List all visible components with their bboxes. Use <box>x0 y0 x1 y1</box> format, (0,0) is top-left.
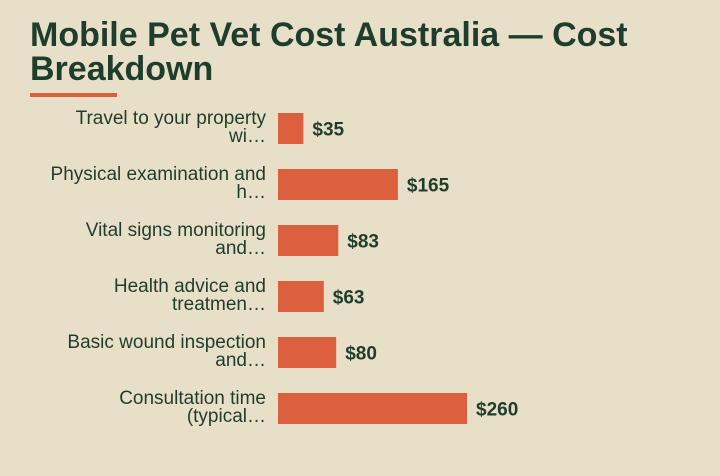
data-label: $165 <box>407 176 450 197</box>
bar <box>278 169 398 200</box>
chart-title: Mobile Pet Vet Cost Australia — Cost Bre… <box>30 16 628 88</box>
category-label: Basic wound inspection <box>67 332 266 353</box>
category-label: Health advice and <box>114 276 266 297</box>
category-label: wi… <box>228 126 266 147</box>
category-label: Vital signs monitoring <box>86 220 266 241</box>
category-label: treatmen… <box>172 294 266 315</box>
category-label: and… <box>215 350 266 371</box>
title-underline <box>30 93 117 97</box>
category-label: Physical examination and <box>51 164 266 185</box>
data-label: $260 <box>476 400 518 421</box>
category-label: and… <box>215 238 266 259</box>
data-label: $80 <box>345 344 377 365</box>
category-label: (typical… <box>187 406 266 427</box>
data-label: $83 <box>347 232 379 253</box>
category-label: Consultation time <box>119 388 266 409</box>
category-label: Travel to your property <box>76 108 267 129</box>
bar <box>278 113 304 144</box>
data-label: $35 <box>312 120 344 141</box>
bar <box>278 393 467 424</box>
category-label: h… <box>236 182 266 203</box>
bar <box>278 337 337 368</box>
data-label: $63 <box>333 288 365 309</box>
bar <box>278 225 339 256</box>
bar <box>278 281 324 312</box>
